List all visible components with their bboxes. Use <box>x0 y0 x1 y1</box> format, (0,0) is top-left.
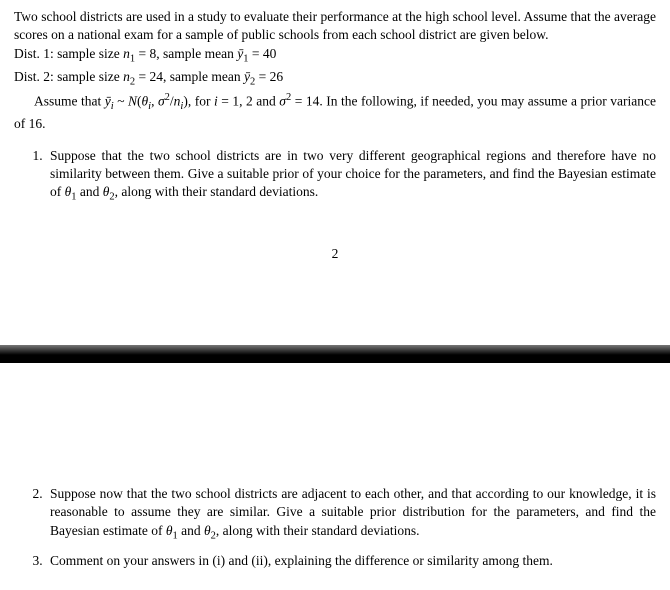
dist1-label: Dist. 1: sample size <box>14 46 123 61</box>
assume-rng: = 1, 2 and <box>218 94 280 109</box>
question-list-top: Suppose that the two school districts ar… <box>14 147 656 205</box>
page-divider <box>0 345 670 363</box>
dist1-eq2: = 40 <box>248 46 276 61</box>
assume-N: N <box>128 94 137 109</box>
q1-and: and <box>77 184 103 199</box>
q2-and: and <box>178 523 204 538</box>
dist2-n: n <box>123 69 130 84</box>
question-2: Suppose now that the two school district… <box>46 485 656 543</box>
assume-comma: , <box>151 94 158 109</box>
dist1-n: n <box>123 46 130 61</box>
assume-a: Assume that <box>34 94 105 109</box>
page-gap-bottom <box>14 363 656 471</box>
question-list-bottom: Suppose now that the two school district… <box>14 485 656 570</box>
district-1-line: Dist. 1: sample size n1 = 8, sample mean… <box>14 45 656 67</box>
q2-b: , along with their standard deviations. <box>216 523 420 538</box>
q1-b: , along with their standard deviations. <box>115 184 319 199</box>
assume-tilde: ~ <box>114 94 128 109</box>
question-3: Comment on your answers in (i) and (ii),… <box>46 552 656 570</box>
dist2-eq1: = 24, sample mean <box>135 69 244 84</box>
q3-a: Comment on your answers in (i) and (ii),… <box>50 553 553 568</box>
dist2-eq2: = 26 <box>255 69 283 84</box>
assume-sig: σ <box>158 94 165 109</box>
dist2-label: Dist. 2: sample size <box>14 69 123 84</box>
assume-close: ), for <box>183 94 214 109</box>
q2-t2: θ <box>204 523 211 538</box>
intro-text: Two school districts are used in a study… <box>14 9 656 42</box>
assume-sig2: σ <box>279 94 286 109</box>
dist1-eq1: = 8, sample mean <box>135 46 237 61</box>
problem-intro: Two school districts are used in a study… <box>14 8 656 44</box>
page-number: 2 <box>14 245 656 263</box>
page-gap-top <box>14 297 656 345</box>
district-2-line: Dist. 2: sample size n2 = 24, sample mea… <box>14 68 656 90</box>
assumption-line: Assume that ȳi ~ N(θi, σ2/ni), for i = 1… <box>14 91 656 133</box>
question-1: Suppose that the two school districts ar… <box>46 147 656 205</box>
